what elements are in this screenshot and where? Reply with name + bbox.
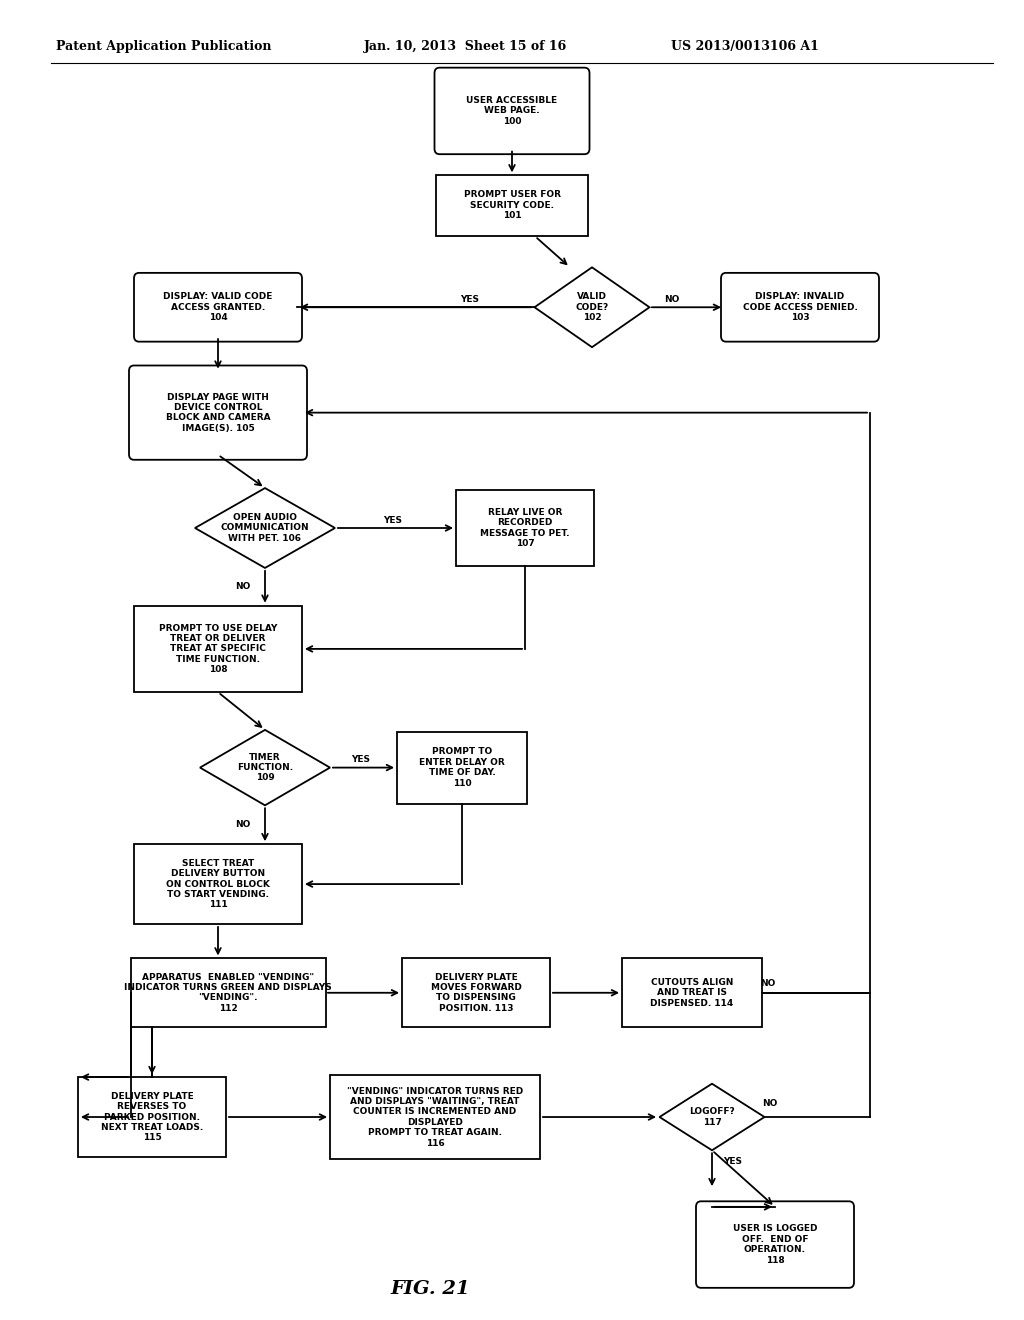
Bar	[622, 958, 762, 1027]
Text: DELIVERY PLATE
MOVES FORWARD
TO DISPENSING
POSITION. 113: DELIVERY PLATE MOVES FORWARD TO DISPENSI…	[430, 973, 521, 1012]
Polygon shape	[535, 268, 649, 347]
Bar	[134, 843, 302, 924]
Text: NO: NO	[762, 1100, 777, 1109]
Bar	[456, 490, 594, 566]
Text: NO: NO	[234, 582, 250, 591]
Text: USER IS LOGGED
OFF.  END OF
OPERATION.
118: USER IS LOGGED OFF. END OF OPERATION. 11…	[733, 1225, 817, 1265]
Text: DISPLAY: INVALID
CODE ACCESS DENIED.
103: DISPLAY: INVALID CODE ACCESS DENIED. 103	[742, 292, 857, 322]
FancyBboxPatch shape	[434, 67, 590, 154]
Text: DISPLAY PAGE WITH
DEVICE CONTROL
BLOCK AND CAMERA
IMAGE(S). 105: DISPLAY PAGE WITH DEVICE CONTROL BLOCK A…	[166, 392, 270, 433]
Text: CUTOUTS ALIGN
AND TREAT IS
DISPENSED. 114: CUTOUTS ALIGN AND TREAT IS DISPENSED. 11…	[650, 978, 733, 1007]
Text: YES: YES	[384, 516, 402, 525]
Bar	[130, 958, 326, 1027]
Bar	[436, 174, 588, 236]
Text: Patent Application Publication: Patent Application Publication	[56, 40, 271, 53]
Text: YES: YES	[461, 294, 479, 304]
Text: NO: NO	[665, 294, 680, 304]
FancyBboxPatch shape	[129, 366, 307, 459]
Text: US 2013/0013106 A1: US 2013/0013106 A1	[671, 40, 818, 53]
Text: YES: YES	[351, 755, 371, 764]
Text: "VENDING" INDICATOR TURNS RED
AND DISPLAYS "WAITING", TREAT
COUNTER IS INCREMENT: "VENDING" INDICATOR TURNS RED AND DISPLA…	[347, 1086, 523, 1147]
Text: TIMER
FUNCTION.
109: TIMER FUNCTION. 109	[237, 752, 293, 783]
Text: PROMPT TO USE DELAY
TREAT OR DELIVER
TREAT AT SPECIFIC
TIME FUNCTION.
108: PROMPT TO USE DELAY TREAT OR DELIVER TRE…	[159, 623, 278, 675]
FancyBboxPatch shape	[721, 273, 879, 342]
Polygon shape	[659, 1084, 765, 1150]
FancyBboxPatch shape	[696, 1201, 854, 1288]
Text: OPEN AUDIO
COMMUNICATION
WITH PET. 106: OPEN AUDIO COMMUNICATION WITH PET. 106	[221, 513, 309, 543]
Text: NO: NO	[760, 979, 775, 989]
Text: Jan. 10, 2013  Sheet 15 of 16: Jan. 10, 2013 Sheet 15 of 16	[364, 40, 566, 53]
FancyBboxPatch shape	[134, 273, 302, 342]
Text: RELAY LIVE OR
RECORDED
MESSAGE TO PET.
107: RELAY LIVE OR RECORDED MESSAGE TO PET. 1…	[480, 508, 569, 548]
Text: FIG. 21: FIG. 21	[390, 1280, 470, 1298]
Text: DISPLAY: VALID CODE
ACCESS GRANTED.
104: DISPLAY: VALID CODE ACCESS GRANTED. 104	[163, 292, 272, 322]
Text: APPARATUS  ENABLED "VENDING"
INDICATOR TURNS GREEN AND DISPLAYS
"VENDING".
112: APPARATUS ENABLED "VENDING" INDICATOR TU…	[124, 973, 332, 1012]
Text: PROMPT USER FOR
SECURITY CODE.
101: PROMPT USER FOR SECURITY CODE. 101	[464, 190, 560, 220]
Text: NO: NO	[234, 820, 250, 829]
Bar	[330, 1076, 540, 1159]
Text: VALID
CODE?
102: VALID CODE? 102	[575, 292, 608, 322]
Polygon shape	[195, 488, 335, 568]
Text: YES: YES	[723, 1156, 742, 1166]
Polygon shape	[200, 730, 330, 805]
Text: PROMPT TO
ENTER DELAY OR
TIME OF DAY.
110: PROMPT TO ENTER DELAY OR TIME OF DAY. 11…	[419, 747, 505, 788]
Bar	[134, 606, 302, 692]
Bar	[397, 731, 527, 804]
Text: SELECT TREAT
DELIVERY BUTTON
ON CONTROL BLOCK
TO START VENDING.
111: SELECT TREAT DELIVERY BUTTON ON CONTROL …	[166, 859, 270, 909]
Bar	[402, 958, 550, 1027]
Text: DELIVERY PLATE
REVERSES TO
PARKED POSITION.
NEXT TREAT LOADS.
115: DELIVERY PLATE REVERSES TO PARKED POSITI…	[101, 1092, 203, 1142]
Text: USER ACCESSIBLE
WEB PAGE.
100: USER ACCESSIBLE WEB PAGE. 100	[467, 96, 557, 125]
Text: LOGOFF?
117: LOGOFF? 117	[689, 1107, 735, 1127]
Bar	[78, 1077, 226, 1156]
